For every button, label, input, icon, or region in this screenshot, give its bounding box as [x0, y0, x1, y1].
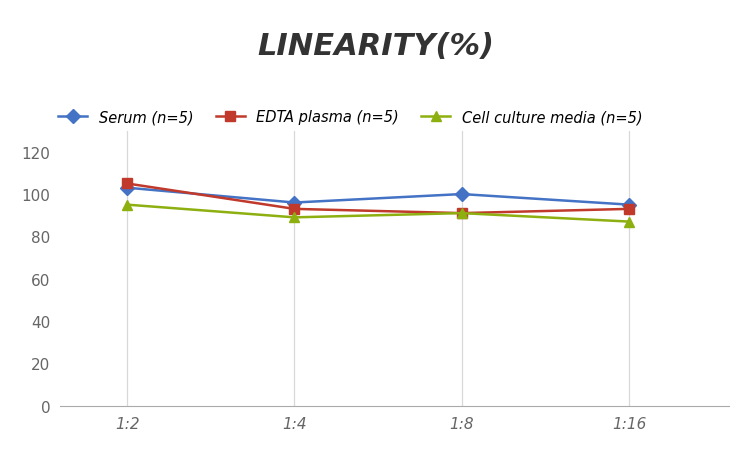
Text: LINEARITY(%): LINEARITY(%)	[257, 32, 495, 60]
Legend: Serum (n=5), EDTA plasma (n=5), Cell culture media (n=5): Serum (n=5), EDTA plasma (n=5), Cell cul…	[53, 104, 648, 131]
